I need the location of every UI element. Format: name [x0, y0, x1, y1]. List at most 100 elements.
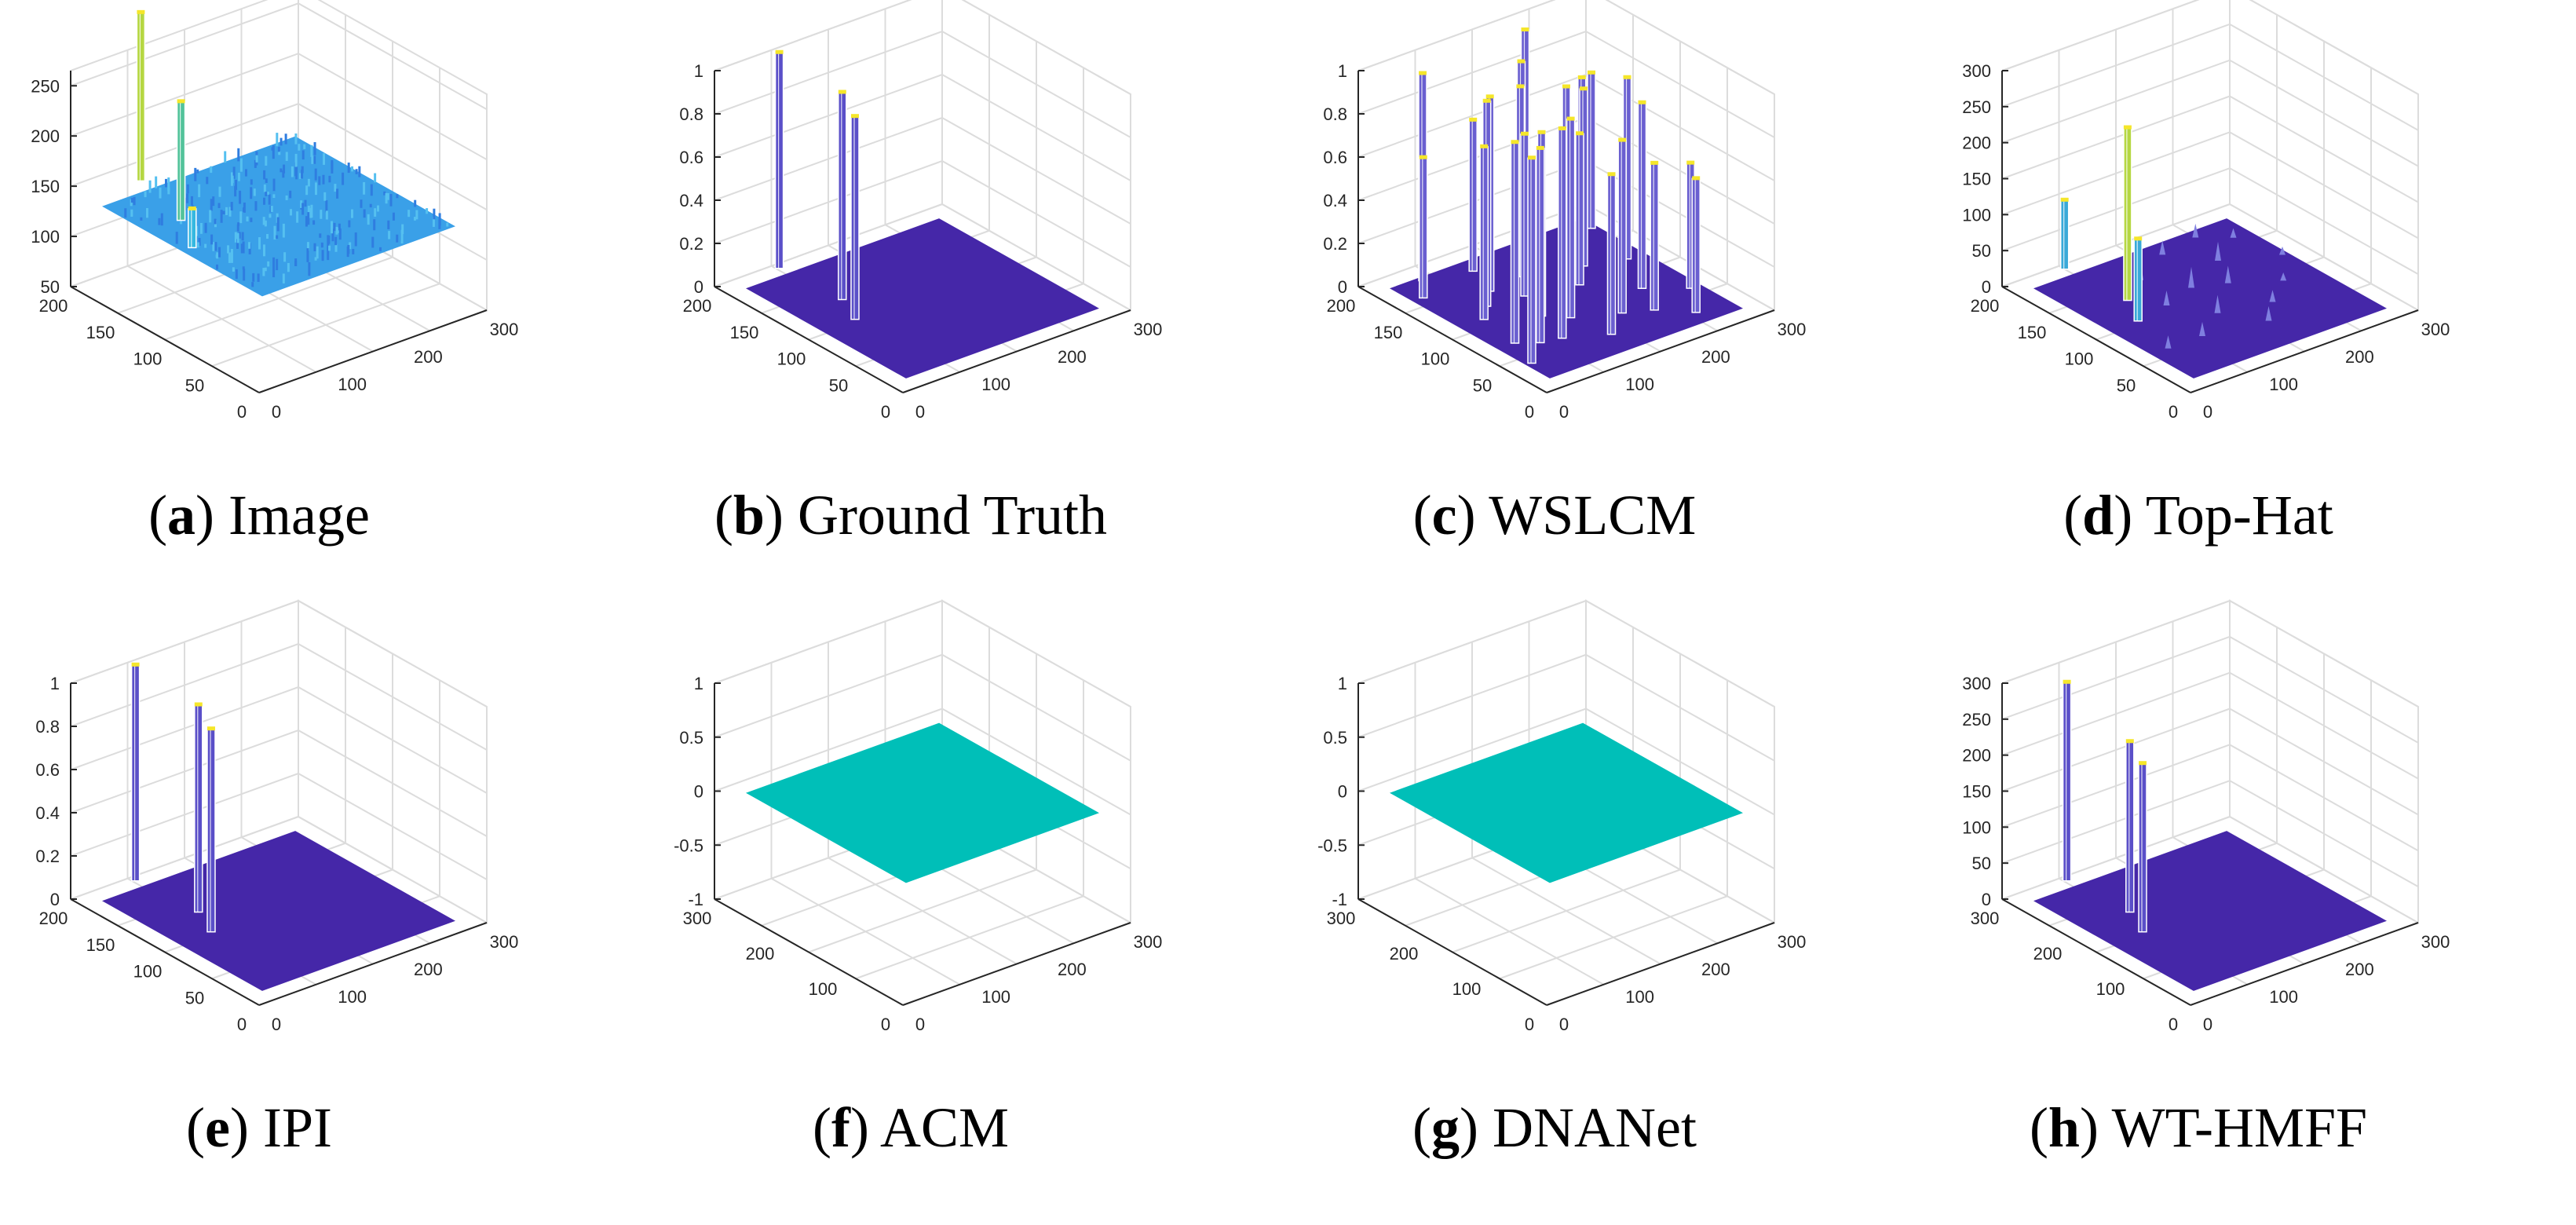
spike-tip	[1482, 98, 1491, 103]
y-tick-label: 150	[1374, 323, 1403, 342]
spike-tip	[1528, 155, 1536, 160]
x-axis-line	[258, 922, 488, 1006]
spike-tip	[1607, 172, 1616, 177]
x-tick-label: 200	[414, 347, 443, 367]
y-tick-label: 50	[829, 375, 848, 395]
z-tick-label: 150	[1962, 170, 1991, 189]
target-spike	[194, 704, 203, 913]
z-tick-label: 0.8	[1323, 104, 1347, 124]
surface-floor	[746, 722, 1099, 883]
y-tick-label: 100	[133, 962, 163, 982]
x-tick-label: 200	[1701, 347, 1730, 367]
x-tick-label: 200	[2345, 960, 2374, 979]
z-tick-label: -0.5	[1317, 836, 1347, 855]
z-tick-label: 100	[1962, 817, 1991, 837]
z-tick-label: 150	[1962, 782, 1991, 802]
z-tick-label: 1	[694, 674, 703, 693]
caption-g: (g) DNANet	[1288, 1095, 1821, 1161]
z-gridline	[1357, 708, 1775, 816]
small-spike	[2269, 290, 2276, 302]
x-tick-label: 100	[981, 375, 1010, 394]
target-spike	[1479, 146, 1489, 320]
z-tick-label: -1	[688, 890, 703, 909]
small-spike	[2159, 240, 2166, 255]
caption-paren: )	[229, 1096, 263, 1159]
z-tick-label: 300	[1962, 674, 1991, 693]
x-tick-label: 0	[272, 1015, 281, 1034]
z-tick-label: 0	[1338, 782, 1347, 802]
small-spike	[2192, 223, 2199, 238]
y-tick-label: 50	[185, 375, 204, 395]
target-spike	[1637, 102, 1647, 289]
target-spike	[1510, 141, 1520, 344]
x-tick-label: 300	[2421, 320, 2450, 339]
caption-label: Ground Truth	[797, 484, 1108, 547]
small-spike	[2165, 335, 2172, 349]
y-tick-label: 100	[809, 979, 838, 999]
surface-floor	[102, 831, 455, 991]
z-tick-label: 1	[694, 61, 703, 81]
z-tick-label: 0	[694, 782, 703, 802]
spike-tip	[1537, 130, 1546, 134]
spike-tip	[2134, 236, 2143, 241]
x-tick-label: 100	[1625, 987, 1654, 1007]
x-tick-label: 100	[2269, 375, 2298, 394]
x-tick-label: 300	[1134, 932, 1163, 952]
caption-paren: )	[2114, 484, 2146, 547]
y-tick-label: 100	[2096, 979, 2125, 999]
x-axis-line	[902, 309, 1131, 393]
x-tick-label: 200	[1701, 960, 1730, 979]
x-tick-label: 200	[414, 960, 443, 979]
z-gridline	[70, 2, 488, 111]
spike-tip	[775, 49, 784, 54]
target-spike	[1606, 174, 1617, 335]
target-spike	[774, 52, 784, 269]
z-gridline	[2001, 635, 2419, 744]
z-tick-label: 0.5	[1323, 728, 1347, 748]
x-tick-label: 0	[272, 402, 281, 422]
y-tick-label: 150	[2018, 323, 2047, 342]
spike-tip	[1536, 145, 1544, 150]
caption-paren: )	[764, 484, 798, 547]
y-tick-label: 300	[683, 909, 712, 928]
surface-floor	[2033, 831, 2387, 991]
spike-tip	[1469, 117, 1478, 122]
caption-paren: (	[2029, 1096, 2048, 1159]
y-tick-label: 200	[746, 944, 775, 964]
floor-gridline	[1499, 895, 1728, 980]
floor-gridline	[1471, 857, 1661, 965]
z-gridline	[714, 116, 1131, 225]
z-tick-label: -0.5	[674, 836, 703, 855]
y-tick-label: 50	[1473, 375, 1492, 395]
spike-tip	[1577, 75, 1586, 79]
caption-paren: )	[850, 1096, 880, 1159]
target-spike	[2133, 238, 2143, 322]
y-tick-label: 150	[730, 323, 759, 342]
z-tick-label: 0	[1982, 277, 1991, 297]
z-tick-label: 0.6	[35, 760, 60, 780]
target-spike	[2125, 740, 2135, 913]
y-tick-label: 300	[1971, 909, 2000, 928]
z-gridline	[1357, 653, 1775, 762]
spike-tip	[1419, 71, 1427, 75]
z-gridline	[70, 772, 488, 880]
spike-tip	[838, 90, 846, 94]
x-tick-label: 100	[338, 987, 367, 1007]
z-gridline	[1357, 0, 1775, 95]
z-gridline	[714, 30, 1131, 138]
target-spike	[1617, 139, 1627, 314]
caption-paren: (	[1412, 484, 1432, 547]
x-tick-label: 0	[2203, 402, 2212, 422]
z-gridline	[2001, 167, 2419, 276]
z-gridline	[1357, 30, 1775, 138]
caption-paren: )	[1456, 484, 1489, 547]
x-tick-label: 100	[981, 987, 1010, 1007]
caption-label: WT-HMFF	[2111, 1096, 2368, 1159]
caption-letter: g	[1431, 1096, 1460, 1159]
x-tick-label: 300	[490, 320, 519, 339]
spike-tip	[851, 114, 859, 119]
x-axis-line	[1546, 922, 1775, 1006]
surface-floor	[746, 218, 1099, 378]
spike-tip	[1588, 70, 1595, 75]
